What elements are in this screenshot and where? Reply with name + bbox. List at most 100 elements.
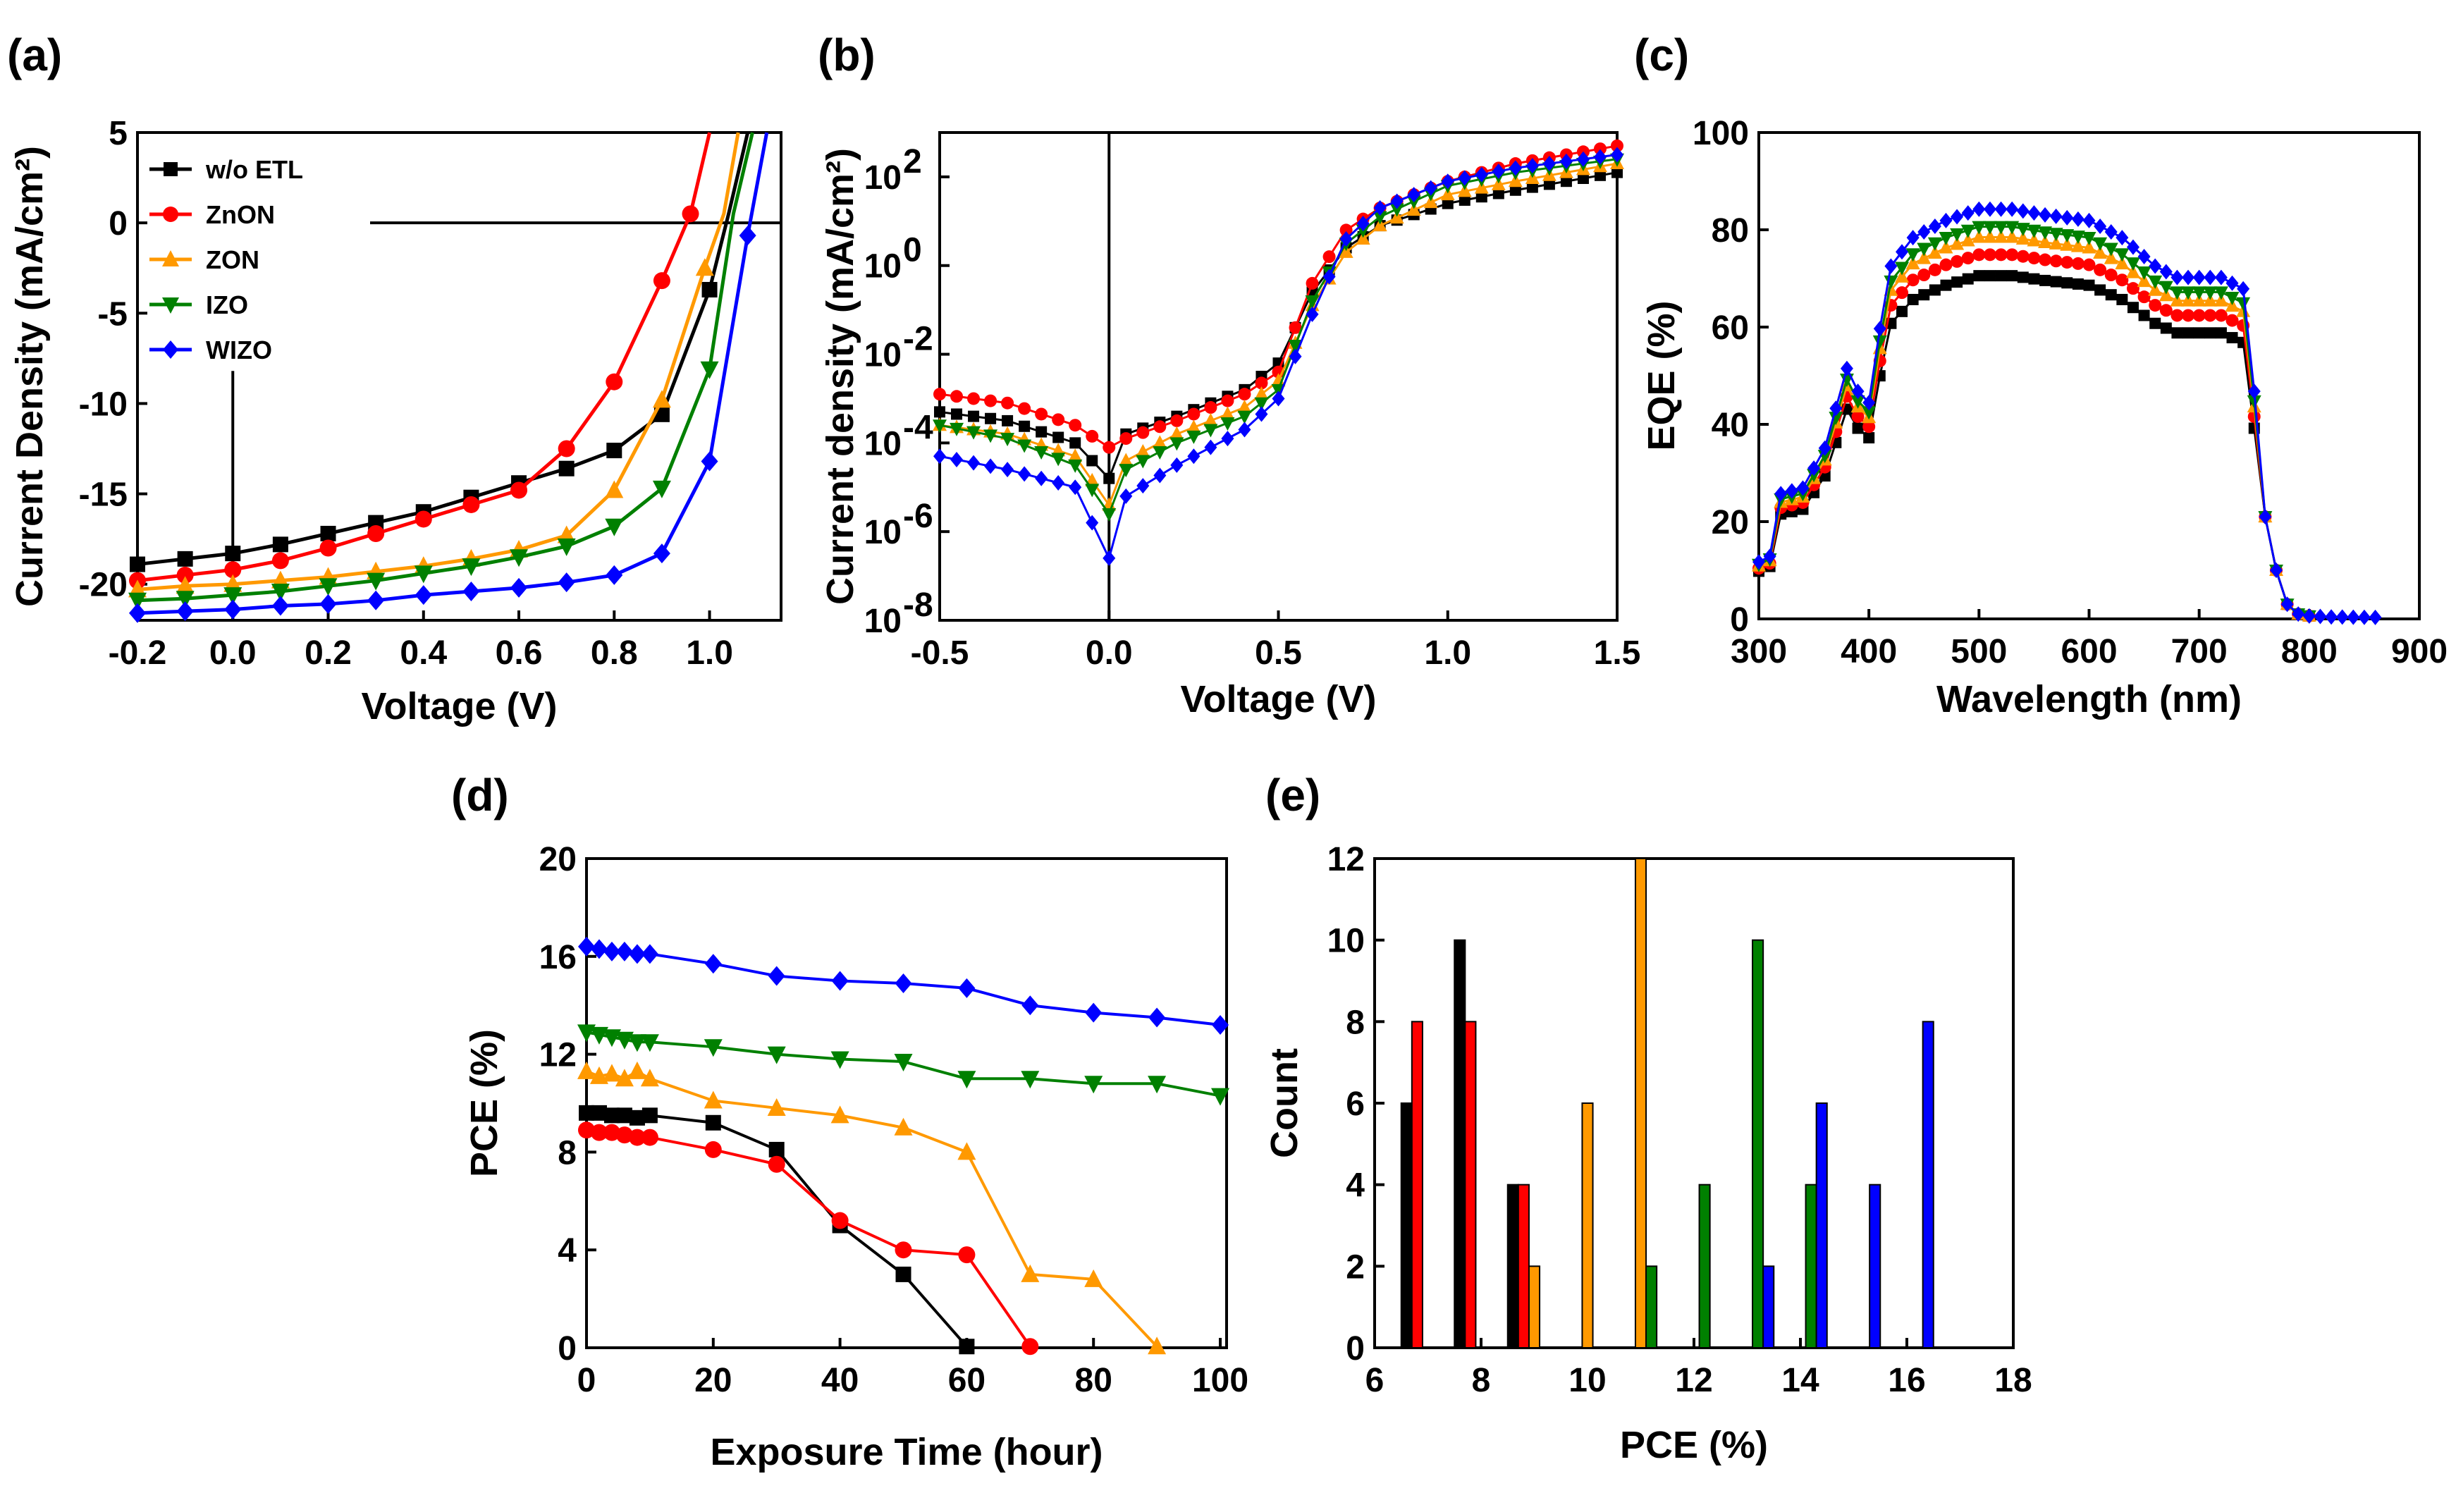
data-point — [1950, 236, 1965, 250]
data-point — [1960, 224, 1975, 238]
data-point — [1390, 193, 1404, 209]
data-point — [2016, 250, 2030, 263]
data-point — [462, 558, 481, 577]
series-izo — [933, 153, 1624, 522]
data-point — [2094, 263, 2107, 276]
x-axis-title: Exposure Time (hour) — [710, 1431, 1103, 1473]
data-point — [2182, 269, 2195, 285]
data-point — [768, 1141, 785, 1157]
data-point — [1221, 431, 1234, 447]
data-point — [1203, 424, 1218, 438]
data-point — [1939, 212, 1953, 228]
data-point — [2094, 218, 2107, 234]
x-tick-label: 0.0 — [209, 634, 257, 672]
data-point — [1018, 402, 1031, 415]
data-point — [653, 543, 670, 564]
data-point — [2182, 327, 2194, 339]
data-point — [1907, 293, 1919, 305]
histogram-bar — [1581, 1102, 1594, 1348]
x-axis-title: Voltage (V) — [361, 685, 557, 727]
series-znon — [1411, 1021, 1530, 1349]
data-point — [1148, 1076, 1167, 1094]
panel-a-jv-curves: (a) -0.2 0.0 0.2 0.4 0.6 0.8 1.0 5 0 -5 -10 -15 -20 Vo… — [7, 30, 782, 727]
data-point — [627, 1061, 646, 1079]
data-point — [1051, 453, 1066, 467]
data-point — [1939, 232, 1953, 246]
data-point — [2115, 256, 2130, 270]
data-point — [1136, 478, 1150, 494]
x-tick-label: 1.5 — [1594, 634, 1641, 672]
data-point — [2093, 237, 2108, 251]
x-tick-label: 900 — [2391, 633, 2448, 670]
y-tick-label: 2 — [1346, 1248, 1365, 1286]
histogram-bar — [1464, 1021, 1477, 1349]
data-point — [414, 565, 433, 584]
data-point — [2050, 276, 2062, 288]
data-point — [2171, 327, 2183, 339]
data-point — [768, 966, 785, 986]
data-point — [2061, 209, 2074, 226]
data-point — [2038, 226, 2053, 240]
data-point — [578, 1121, 595, 1139]
y-tick-label: 10 — [864, 248, 902, 285]
x-tick-label: 80 — [1075, 1362, 1112, 1399]
y-tick-label: -5 — [97, 295, 128, 333]
data-point — [767, 1098, 786, 1116]
data-point — [1863, 432, 1875, 444]
data-point — [605, 480, 624, 498]
data-point — [2171, 269, 2184, 285]
data-point — [2137, 249, 2151, 265]
series-znon — [129, 132, 711, 589]
data-point — [894, 1054, 913, 1072]
y-axis-title: Current Density (mA/cm²) — [8, 146, 51, 607]
data-point — [510, 549, 529, 567]
data-point — [2083, 279, 2095, 291]
y-tick-label: 10 — [1327, 923, 1365, 960]
data-point — [319, 539, 337, 557]
data-point — [2160, 322, 2172, 334]
data-point — [1905, 256, 1920, 270]
x-tick-label: 0.5 — [1255, 634, 1302, 672]
plot-frame — [136, 131, 782, 622]
data-point — [1884, 258, 1898, 274]
data-point — [615, 1126, 633, 1144]
data-point — [2039, 274, 2051, 286]
data-point — [1851, 410, 1865, 423]
data-point — [1850, 395, 1865, 409]
data-point — [1972, 221, 1987, 235]
data-point — [2203, 286, 2218, 300]
data-point — [1186, 419, 1201, 434]
data-point — [1069, 437, 1081, 449]
data-point — [1019, 420, 1031, 432]
data-point — [984, 458, 997, 474]
data-point — [2236, 297, 2251, 311]
data-point — [1085, 1002, 1103, 1023]
y-tick-label: 12 — [1327, 841, 1365, 878]
legend: w/o ETL ZnON ZON IZO WIZO — [149, 155, 303, 364]
data-point — [2072, 278, 2084, 290]
data-point — [1086, 455, 1098, 467]
data-point — [700, 361, 719, 379]
data-point — [957, 1142, 976, 1160]
histogram-bar — [1762, 1265, 1775, 1349]
x-tick-label: 6 — [1365, 1362, 1384, 1399]
data-point — [271, 552, 289, 570]
x-tick-label: 0.2 — [305, 634, 352, 672]
legend-marker — [162, 297, 179, 314]
panel-label: (b) — [818, 30, 876, 80]
data-point — [1862, 395, 1876, 411]
data-point — [2215, 327, 2227, 339]
x-tick-label: 1.0 — [686, 634, 733, 672]
data-point — [2015, 231, 2030, 245]
data-point — [1576, 151, 1590, 167]
x-tick-label: 60 — [948, 1362, 986, 1399]
data-point — [1917, 242, 1932, 257]
data-point — [701, 451, 718, 472]
data-point — [1084, 1269, 1103, 1287]
data-point — [629, 1110, 645, 1126]
data-point — [415, 585, 432, 606]
data-point — [1169, 437, 1184, 451]
x-tick-label: 16 — [1888, 1362, 1925, 1399]
data-point — [1204, 439, 1217, 455]
